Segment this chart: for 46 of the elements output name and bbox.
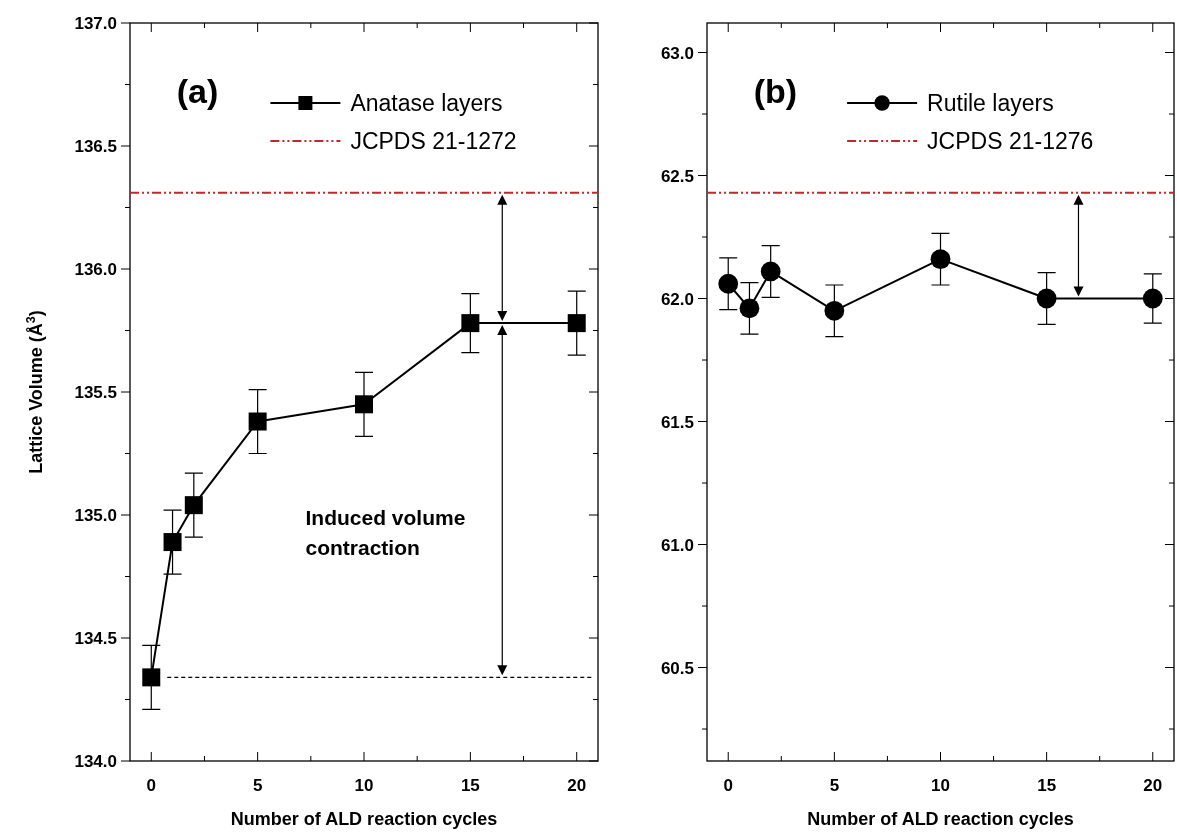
- point: [355, 395, 373, 414]
- y-tick-label: 136.5: [74, 137, 117, 156]
- y-tick-label: 63.0: [660, 43, 694, 63]
- y-tick-label: 135.0: [74, 506, 117, 525]
- annotation: Induced volume contraction: [305, 505, 466, 559]
- point: [718, 273, 739, 294]
- x-tick-label: 10: [354, 776, 374, 795]
- text: (b): [753, 72, 798, 110]
- x-tick-label: 15: [1037, 776, 1057, 795]
- point: [760, 261, 781, 282]
- x-axis-title: Number of ALD reaction cycles: [230, 809, 498, 829]
- legend-label: JCPDS 21-1272: [350, 128, 517, 154]
- y-tick-label: 62.5: [660, 166, 694, 186]
- text: (a): [176, 72, 219, 110]
- legend-label: Rutile layers: [927, 90, 1054, 116]
- x-tick-label: 15: [460, 776, 480, 795]
- point: [739, 298, 760, 319]
- point: [163, 533, 182, 552]
- point: [461, 314, 480, 333]
- y-tick-label: 136.0: [74, 260, 117, 279]
- y-tick-label: 61.0: [660, 535, 694, 555]
- point: [1142, 288, 1163, 309]
- y-tick-label: 135.5: [74, 383, 117, 402]
- point: [248, 412, 267, 431]
- x-tick-label: 5: [252, 776, 263, 795]
- point: [184, 496, 203, 515]
- point: [1036, 288, 1057, 309]
- point: [930, 249, 951, 270]
- x-tick-label: 20: [567, 776, 587, 795]
- legend-label: Anatase layers: [350, 90, 503, 116]
- x-tick-label: 10: [931, 776, 950, 795]
- y-tick-label: 134.5: [74, 629, 117, 648]
- legend-label: JCPDS 21-1276: [927, 128, 1094, 154]
- x-tick-label: 0: [146, 776, 157, 795]
- x-axis-title: Number of ALD reaction cycles: [807, 809, 1074, 829]
- y-tick-label: 134.0: [74, 752, 117, 771]
- point: [824, 300, 845, 321]
- y-tick-label: 61.5: [660, 412, 694, 432]
- x-tick-label: 5: [829, 776, 840, 795]
- x-tick-label: 0: [723, 776, 733, 795]
- point: [142, 668, 161, 687]
- x-tick-label: 20: [1143, 776, 1163, 795]
- y-tick-label: 60.5: [660, 658, 694, 678]
- point: [567, 314, 586, 333]
- y-tick-label: 62.0: [660, 289, 694, 309]
- y-tick-label: 137.0: [74, 14, 117, 33]
